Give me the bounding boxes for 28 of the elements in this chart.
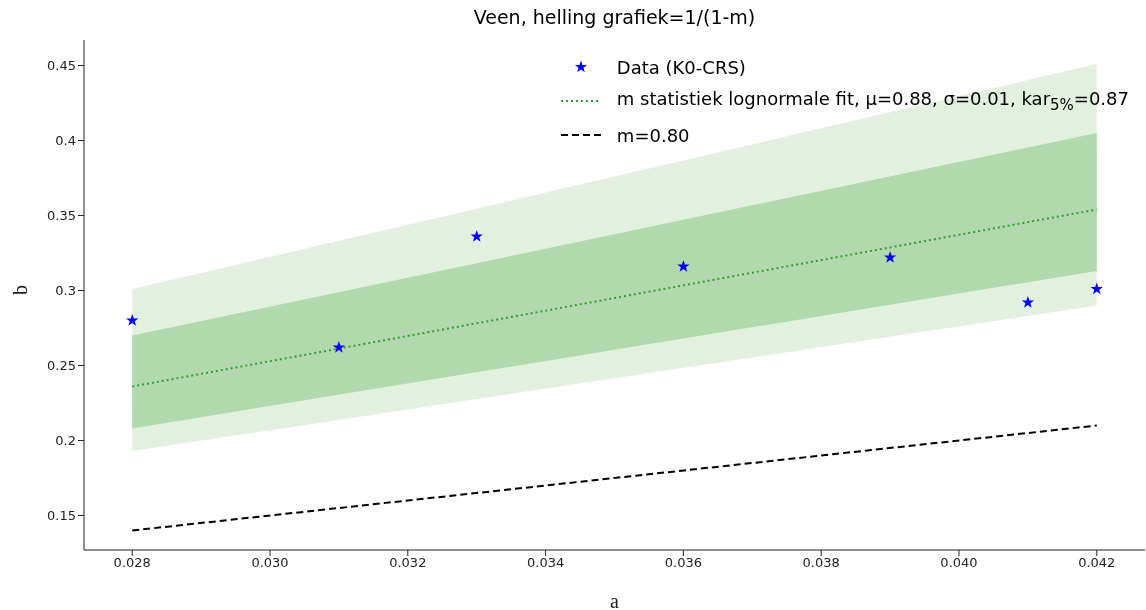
x-tick-label: 0.040 bbox=[940, 555, 978, 571]
y-tick-label: 0.15 bbox=[47, 508, 76, 524]
x-tick-label: 0.036 bbox=[664, 555, 703, 571]
x-tick-label: 0.032 bbox=[389, 555, 427, 571]
y-tick-label: 0.35 bbox=[47, 208, 76, 224]
x-tick-label: 0.042 bbox=[1078, 555, 1116, 571]
y-tick-label: 0.2 bbox=[55, 433, 76, 449]
y-tick-label: 0.4 bbox=[55, 133, 76, 149]
y-tick-label: 0.25 bbox=[47, 358, 76, 374]
chart-title: Veen, helling grafiek=1/(1-m) bbox=[472, 6, 757, 28]
x-tick-label: 0.028 bbox=[113, 555, 151, 571]
x-tick-label: 0.038 bbox=[802, 555, 840, 571]
legend-label: m statistiek lognormale fit, μ=0.88, σ=0.01, kar$_{5%}$=0.87 bbox=[616, 88, 1129, 114]
x-tick-label: 0.034 bbox=[526, 555, 565, 571]
legend-label: Data (K0-CRS) bbox=[616, 56, 746, 78]
point bbox=[126, 314, 139, 326]
x-tick-label: 0.030 bbox=[251, 555, 289, 571]
y-axis-title: b bbox=[9, 285, 32, 295]
x-axis-title: a bbox=[610, 590, 620, 610]
point bbox=[1021, 296, 1035, 308]
point bbox=[1090, 282, 1103, 295]
y-tick-label: 0.3 bbox=[55, 283, 76, 299]
y-tick-label: 0.45 bbox=[47, 58, 76, 74]
point bbox=[883, 251, 897, 263]
legend-label: m=0.80 bbox=[616, 124, 690, 146]
point bbox=[470, 230, 483, 242]
point bbox=[677, 260, 690, 272]
point bbox=[332, 341, 346, 353]
